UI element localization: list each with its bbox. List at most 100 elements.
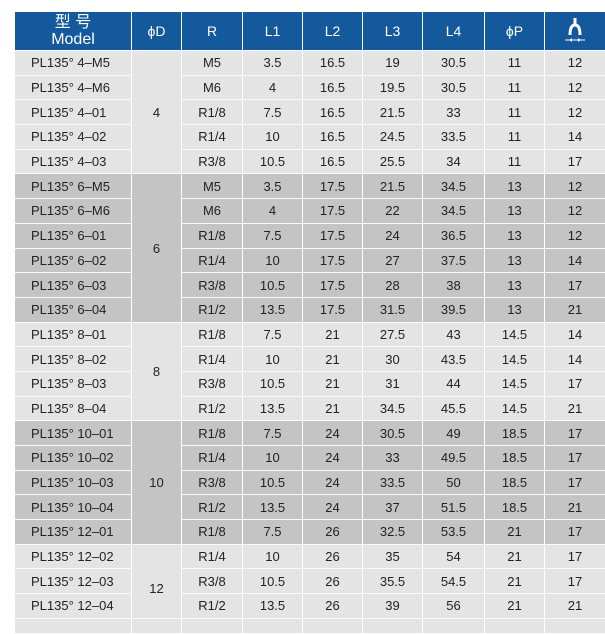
cell-d: 12 xyxy=(132,544,182,618)
cell-model: PL135° 10–02 xyxy=(15,446,132,471)
cell-p: 18.5 xyxy=(485,495,545,520)
cell-l3: 24 xyxy=(363,223,423,248)
cell-r: R1/8 xyxy=(182,520,243,545)
cell-p: 14.5 xyxy=(485,347,545,372)
cell-l4: 34.5 xyxy=(423,174,485,199)
cell-l2: 24 xyxy=(303,470,363,495)
cell-d: 4 xyxy=(132,51,182,174)
cell-l1: 4 xyxy=(243,75,303,100)
cell-wrench: 12 xyxy=(545,223,605,248)
cell-l1: 10.5 xyxy=(243,149,303,174)
cell-l4: 34.5 xyxy=(423,199,485,224)
filler-cell xyxy=(182,618,243,633)
cell-p: 14.5 xyxy=(485,396,545,421)
cell-l3: 33.5 xyxy=(363,470,423,495)
cell-l3: 39 xyxy=(363,594,423,619)
cell-l4: 30.5 xyxy=(423,51,485,76)
cell-l2: 26 xyxy=(303,520,363,545)
cell-l3: 25.5 xyxy=(363,149,423,174)
cell-l4: 49.5 xyxy=(423,446,485,471)
cell-l4: 33 xyxy=(423,100,485,125)
cell-r: R1/8 xyxy=(182,223,243,248)
cell-l2: 16.5 xyxy=(303,125,363,150)
cell-l3: 30.5 xyxy=(363,421,423,446)
cell-r: R1/4 xyxy=(182,248,243,273)
cell-l3: 19 xyxy=(363,51,423,76)
cell-l2: 26 xyxy=(303,594,363,619)
cell-r: R1/4 xyxy=(182,446,243,471)
cell-model: PL135° 12–01 xyxy=(15,520,132,545)
cell-r: R1/4 xyxy=(182,544,243,569)
cell-l1: 10.5 xyxy=(243,371,303,396)
cell-p: 11 xyxy=(485,100,545,125)
cell-model: PL135° 4–01 xyxy=(15,100,132,125)
cell-p: 11 xyxy=(485,51,545,76)
header-l1: L1 xyxy=(243,12,303,51)
cell-wrench: 14 xyxy=(545,125,605,150)
cell-wrench: 17 xyxy=(545,149,605,174)
cell-l1: 10 xyxy=(243,347,303,372)
cell-l4: 54 xyxy=(423,544,485,569)
cell-r: R1/4 xyxy=(182,347,243,372)
filler-cell xyxy=(243,618,303,633)
cell-l4: 53.5 xyxy=(423,520,485,545)
cell-wrench: 21 xyxy=(545,297,605,322)
cell-wrench: 21 xyxy=(545,396,605,421)
cell-l2: 17.5 xyxy=(303,199,363,224)
filler-cell xyxy=(423,618,485,633)
cell-r: R3/8 xyxy=(182,273,243,298)
cell-r: R1/2 xyxy=(182,396,243,421)
cell-p: 21 xyxy=(485,594,545,619)
cell-l1: 7.5 xyxy=(243,100,303,125)
filler-cell xyxy=(303,618,363,633)
header-wrench xyxy=(545,12,605,51)
cell-wrench: 12 xyxy=(545,174,605,199)
cell-l4: 43 xyxy=(423,322,485,347)
cell-r: M5 xyxy=(182,174,243,199)
cell-model: PL135° 6–02 xyxy=(15,248,132,273)
cell-l2: 21 xyxy=(303,396,363,421)
cell-p: 18.5 xyxy=(485,446,545,471)
cell-l3: 31.5 xyxy=(363,297,423,322)
header-d: ϕD xyxy=(132,12,182,51)
cell-r: M5 xyxy=(182,51,243,76)
cell-l1: 7.5 xyxy=(243,322,303,347)
cell-l4: 34 xyxy=(423,149,485,174)
cell-p: 18.5 xyxy=(485,470,545,495)
cell-l3: 27 xyxy=(363,248,423,273)
cell-l2: 16.5 xyxy=(303,149,363,174)
cell-wrench: 14 xyxy=(545,347,605,372)
filler-cell xyxy=(132,618,182,633)
cell-model: PL135° 8–03 xyxy=(15,371,132,396)
cell-model: PL135° 4–M5 xyxy=(15,51,132,76)
cell-model: PL135° 8–01 xyxy=(15,322,132,347)
cell-p: 13 xyxy=(485,273,545,298)
cell-l3: 37 xyxy=(363,495,423,520)
cell-wrench: 17 xyxy=(545,544,605,569)
cell-model: PL135° 10–04 xyxy=(15,495,132,520)
cell-l4: 51.5 xyxy=(423,495,485,520)
cell-l2: 21 xyxy=(303,371,363,396)
header-p: ϕP xyxy=(485,12,545,51)
cell-l4: 30.5 xyxy=(423,75,485,100)
header-r: R xyxy=(182,12,243,51)
cell-l2: 24 xyxy=(303,421,363,446)
cell-l3: 35 xyxy=(363,544,423,569)
cell-l1: 7.5 xyxy=(243,223,303,248)
cell-model: PL135° 6–03 xyxy=(15,273,132,298)
cell-l2: 16.5 xyxy=(303,100,363,125)
cell-wrench: 21 xyxy=(545,495,605,520)
wrench-width-icon xyxy=(561,15,589,45)
